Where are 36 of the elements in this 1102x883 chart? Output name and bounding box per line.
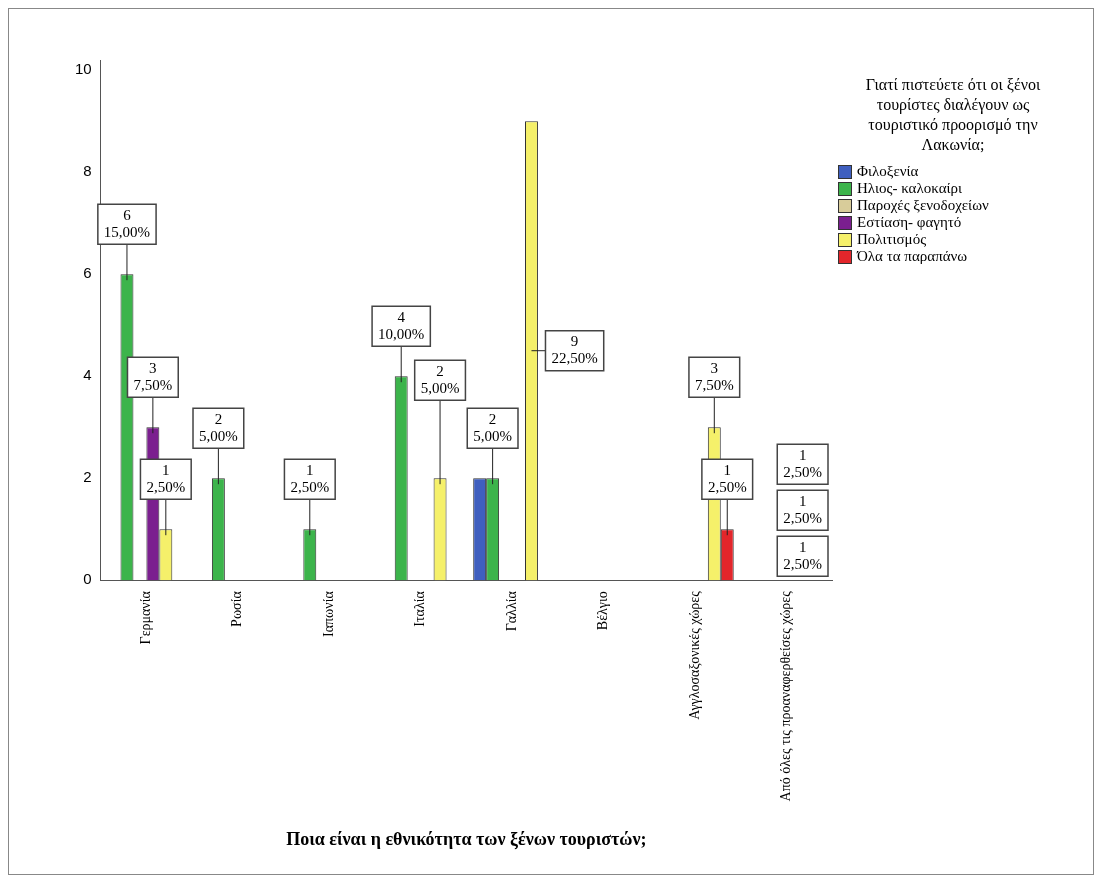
data-label: 2 5,00% <box>420 362 460 396</box>
x-tick-label: Γερμανία <box>138 590 154 645</box>
y-tick-label: 8 <box>83 162 92 180</box>
data-label: 1 2,50% <box>290 461 330 495</box>
y-tick-label: 10 <box>75 60 92 78</box>
data-label: 2 5,00% <box>473 410 512 444</box>
data-label: 4 10,00% <box>378 308 425 342</box>
legend-label: Όλα τα παραπάνω <box>857 248 968 265</box>
data-label: 3 7,50% <box>694 359 734 393</box>
data-label: 3 7,50% <box>133 359 173 393</box>
y-tick-label: 6 <box>83 264 92 282</box>
x-tick-label: Από όλες τις προαναφερθείσες χώρες <box>777 590 793 802</box>
x-tick-label: Ιταλία <box>412 590 428 627</box>
data-label: 6 15,00% <box>103 206 151 240</box>
x-tick-label: Ιαπωνία <box>320 590 336 637</box>
x-tick-label: Ρωσία <box>229 590 245 627</box>
legend-label: Ηλιος- καλοκαίρι <box>857 180 963 197</box>
data-label: 2 5,00% <box>199 410 238 444</box>
legend-label: Φιλοξενία <box>857 163 919 180</box>
y-tick-label: 0 <box>83 570 92 588</box>
annotation: 1 2,50% <box>783 446 822 480</box>
legend-label: Εστίαση- φαγητό <box>857 214 962 231</box>
legend-label: Πολιτισμός <box>857 231 927 248</box>
data-label: 1 2,50% <box>707 461 747 495</box>
x-tick-label: Γαλλία <box>503 590 519 632</box>
x-axis-title: Ποια είναι η εθνικότητα των ξένων τουριστών; <box>286 828 647 850</box>
y-tick-label: 2 <box>83 468 92 486</box>
annotation: 1 2,50% <box>783 538 822 572</box>
data-label: 9 22,50% <box>551 333 598 367</box>
data-label: 1 2,50% <box>146 461 186 495</box>
annotation: 1 2,50% <box>783 492 822 526</box>
y-tick-label: 4 <box>83 366 92 384</box>
x-tick-label: Βέλγιο <box>595 591 611 631</box>
x-tick-label: Αγγλοσαξονικές χώρες <box>686 590 702 720</box>
legend-title: Γιατί πιστεύετε ότι οι ξένοι τουρίστες διαλέγουν ως τουριστικό προορισμό την Λακωνία; <box>864 75 1042 155</box>
legend-label: Παροχές ξενοδοχείων <box>857 197 989 214</box>
